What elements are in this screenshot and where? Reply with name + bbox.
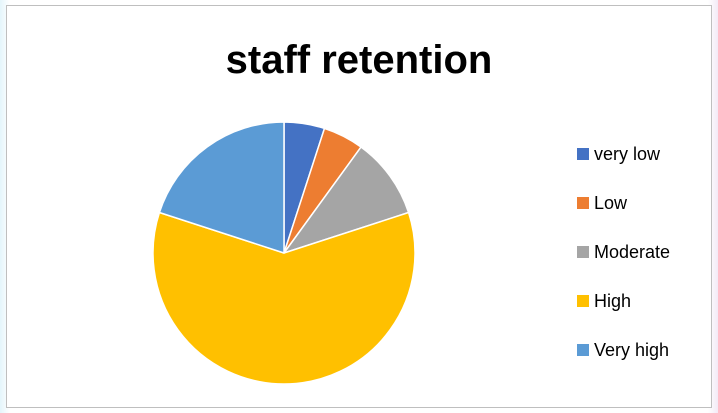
legend-label-high: High	[594, 290, 632, 311]
legend-swatch-very-high	[577, 344, 589, 356]
legend-item-very-high: Very high	[577, 340, 670, 360]
pie-slice-very-high	[158, 121, 285, 254]
legend-swatch-high	[577, 295, 589, 307]
legend-item-low: Low	[577, 193, 670, 213]
pie-slice-moderate	[283, 146, 410, 254]
legend-swatch-low	[577, 197, 589, 209]
chart-legend: very low Low Moderate High Very high	[577, 144, 670, 389]
legend-label-low: Low	[594, 192, 628, 213]
chart-title: staff retention	[225, 38, 493, 82]
legend-label-moderate: Moderate	[594, 241, 671, 262]
legend-item-very-low: very low	[577, 144, 670, 164]
legend-label-very-high: Very high	[594, 339, 670, 360]
legend-swatch-moderate	[577, 246, 589, 258]
legend-swatch-very-low	[577, 148, 589, 160]
legend-item-high: High	[577, 291, 670, 311]
legend-label-very-low: very low	[594, 143, 661, 164]
legend-item-moderate: Moderate	[577, 242, 670, 262]
pie-slice-high	[152, 211, 416, 385]
pie-chart	[152, 121, 416, 385]
chart-area: staff retention very low Low Moderate High V…	[6, 5, 712, 408]
